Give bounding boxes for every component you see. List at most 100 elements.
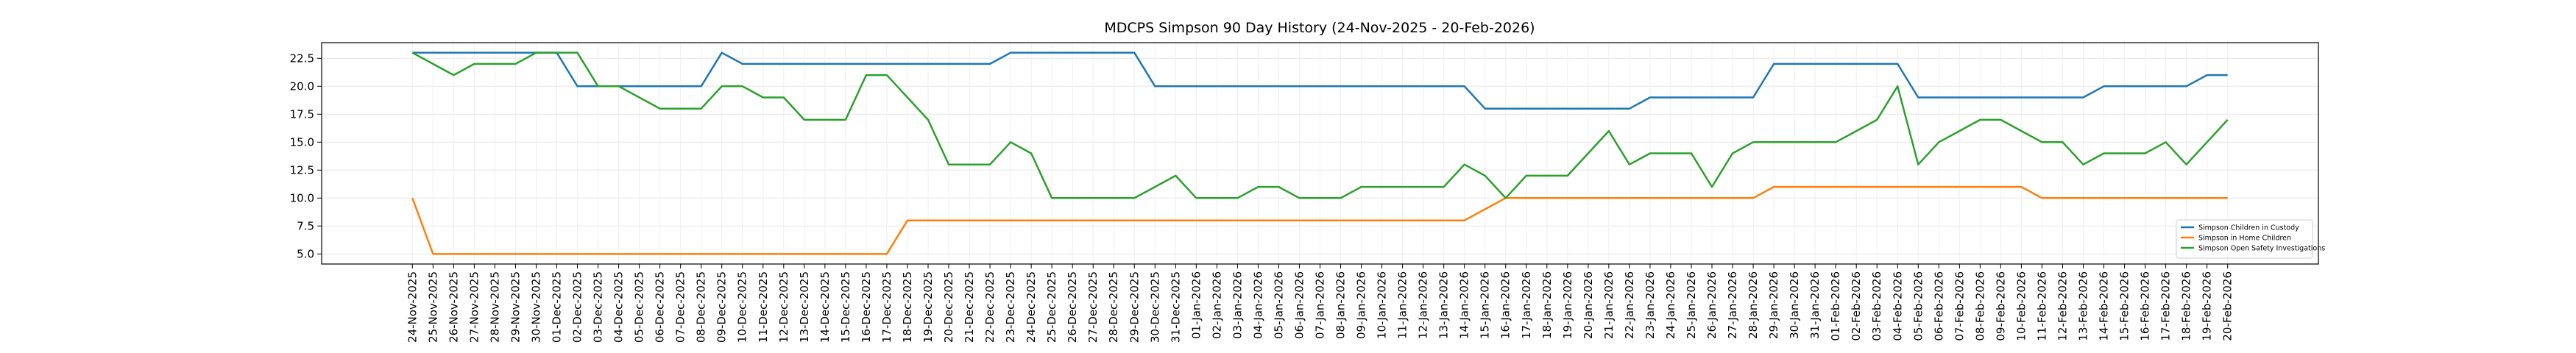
- x-tick-label: 30-Dec-2025: [1148, 271, 1161, 343]
- x-tick-label: 26-Dec-2025: [1066, 271, 1079, 343]
- x-tick-label: 28-Jan-2026: [1747, 271, 1760, 339]
- x-tick-label: 26-Jan-2026: [1705, 271, 1719, 339]
- x-tick-label: 25-Jan-2026: [1685, 271, 1698, 339]
- x-tick-label: 12-Feb-2026: [2056, 271, 2069, 341]
- x-tick-label: 13-Dec-2025: [798, 271, 811, 343]
- x-tick-label: 29-Dec-2025: [1128, 271, 1141, 343]
- x-tick-label: 04-Feb-2026: [1891, 271, 1904, 341]
- x-tick-label: 09-Dec-2025: [715, 271, 729, 343]
- legend-label: Simpson Children in Custody: [2198, 224, 2299, 232]
- x-tick-label: 02-Feb-2026: [1850, 271, 1863, 341]
- y-tick-label: 5.0: [297, 247, 314, 260]
- x-tick-label: 07-Dec-2025: [674, 271, 687, 343]
- chart-title: MDCPS Simpson 90 Day History (24-Nov-202…: [1104, 20, 1535, 36]
- x-tick-label: 20-Feb-2026: [2221, 271, 2234, 341]
- x-tick-label: 15-Dec-2025: [839, 271, 852, 343]
- x-tick-label: 15-Jan-2026: [1479, 271, 1492, 339]
- x-tick-label: 29-Nov-2025: [509, 271, 522, 343]
- x-tick-label: 18-Dec-2025: [901, 271, 914, 343]
- x-tick-label: 15-Feb-2026: [2118, 271, 2131, 341]
- series-line: [411, 185, 2228, 255]
- x-tick-label: 20-Dec-2025: [942, 271, 955, 343]
- x-tick-label: 26-Nov-2025: [447, 271, 460, 343]
- x-tick-label: 01-Feb-2026: [1829, 271, 1842, 341]
- x-tick-label: 27-Nov-2025: [467, 271, 481, 343]
- x-tick-label: 06-Jan-2026: [1292, 271, 1306, 339]
- x-tick-label: 14-Jan-2026: [1458, 271, 1471, 339]
- x-tick-label: 09-Jan-2026: [1355, 271, 1368, 339]
- x-tick-label: 22-Dec-2025: [983, 271, 997, 343]
- x-tick-label: 05-Feb-2026: [1911, 271, 1925, 341]
- x-tick-label: 01-Dec-2025: [551, 271, 564, 343]
- x-tick-label: 13-Feb-2026: [2076, 271, 2090, 341]
- x-tick-label: 11-Jan-2026: [1396, 271, 1409, 339]
- series-line: [412, 51, 2228, 110]
- x-tick-label: 21-Dec-2025: [963, 271, 976, 343]
- x-tick-label: 10-Feb-2026: [2014, 271, 2028, 341]
- y-tick-label: 17.5: [290, 107, 314, 121]
- series-line: [411, 51, 2229, 199]
- x-tick-label: 30-Jan-2026: [1788, 271, 1801, 339]
- x-tick-label: 17-Feb-2026: [2159, 271, 2173, 341]
- y-tick-label: 7.5: [297, 219, 314, 232]
- x-tick-label: 23-Dec-2025: [1004, 271, 1017, 343]
- x-tick-label: 03-Dec-2025: [592, 271, 605, 343]
- x-tick-label: 16-Dec-2025: [860, 271, 873, 343]
- x-tick-label: 04-Jan-2026: [1251, 271, 1264, 339]
- x-tick-label: 10-Dec-2025: [736, 271, 749, 343]
- x-tick-label: 13-Jan-2026: [1437, 271, 1451, 339]
- x-tick-label: 31-Dec-2025: [1169, 271, 1182, 343]
- x-tick-label: 23-Jan-2026: [1643, 271, 1657, 339]
- legend-box: [2176, 219, 2313, 259]
- x-tick-label: 30-Nov-2025: [529, 271, 542, 343]
- x-tick-label: 08-Dec-2025: [695, 271, 708, 343]
- x-tick-label: 22-Jan-2026: [1623, 271, 1636, 339]
- x-tick-label: 03-Jan-2026: [1231, 271, 1244, 339]
- x-tick-label: 02-Dec-2025: [571, 271, 584, 343]
- x-tick-label: 24-Jan-2026: [1664, 271, 1677, 339]
- x-tick-label: 06-Dec-2025: [654, 271, 667, 343]
- x-tick-label: 08-Feb-2026: [1973, 271, 1986, 341]
- x-tick-label: 09-Feb-2026: [1994, 271, 2007, 341]
- x-tick-label: 02-Jan-2026: [1210, 271, 1223, 339]
- x-tick-label: 19-Feb-2026: [2201, 271, 2214, 341]
- x-tick-label: 24-Nov-2025: [406, 271, 419, 343]
- x-tick-label: 07-Feb-2026: [1953, 271, 1966, 341]
- x-tick-label: 10-Jan-2026: [1376, 271, 1389, 339]
- x-tick-label: 19-Jan-2026: [1561, 271, 1574, 339]
- legend-label: Simpson in Home Children: [2198, 235, 2291, 243]
- y-tick-label: 10.0: [290, 191, 314, 204]
- x-tick-label: 28-Nov-2025: [488, 271, 501, 343]
- legend-label: Simpson Open Safety Investigations: [2198, 245, 2325, 253]
- x-tick-label: 25-Nov-2025: [426, 271, 439, 343]
- x-tick-label: 20-Jan-2026: [1582, 271, 1595, 339]
- y-tick-label: 15.0: [290, 135, 314, 149]
- x-tick-label: 24-Dec-2025: [1025, 271, 1038, 343]
- x-tick-label: 04-Dec-2025: [612, 271, 626, 343]
- x-tick-label: 14-Feb-2026: [2098, 271, 2111, 341]
- x-tick-label: 14-Dec-2025: [818, 271, 832, 343]
- plot-frame: [321, 42, 2319, 265]
- x-tick-label: 16-Jan-2026: [1499, 271, 1512, 339]
- x-tick-label: 03-Feb-2026: [1870, 271, 1883, 341]
- x-tick-label: 07-Jan-2026: [1314, 271, 1327, 339]
- x-tick-label: 06-Feb-2026: [1932, 271, 1945, 341]
- x-tick-label: 18-Jan-2026: [1540, 271, 1554, 339]
- x-tick-label: 01-Jan-2026: [1189, 271, 1203, 339]
- x-tick-label: 11-Feb-2026: [2035, 271, 2048, 341]
- x-tick-label: 16-Feb-2026: [2139, 271, 2152, 341]
- x-tick-label: 08-Jan-2026: [1334, 271, 1348, 339]
- x-tick-label: 27-Jan-2026: [1726, 271, 1739, 339]
- y-tick-label: 20.0: [290, 79, 314, 93]
- x-tick-label: 12-Dec-2025: [777, 271, 790, 343]
- x-tick-label: 05-Dec-2025: [633, 271, 646, 343]
- x-tick-label: 17-Jan-2026: [1520, 271, 1533, 339]
- x-tick-label: 18-Feb-2026: [2180, 271, 2193, 341]
- x-tick-label: 19-Dec-2025: [921, 271, 935, 343]
- x-tick-label: 25-Dec-2025: [1045, 271, 1058, 343]
- x-tick-label: 05-Jan-2026: [1272, 271, 1285, 339]
- x-tick-label: 12-Jan-2026: [1417, 271, 1430, 339]
- y-tick-label: 12.5: [290, 163, 314, 176]
